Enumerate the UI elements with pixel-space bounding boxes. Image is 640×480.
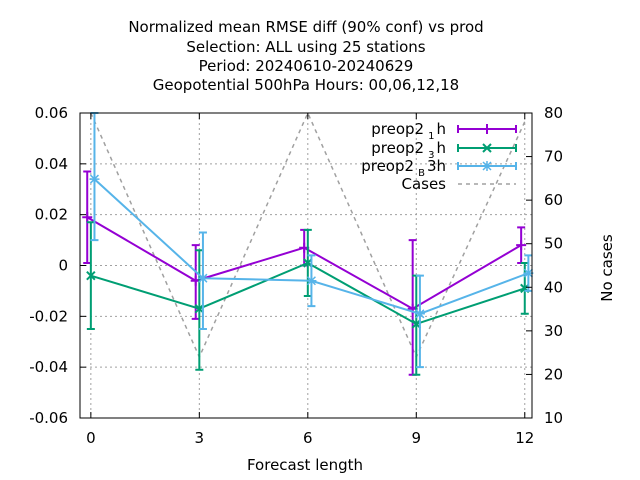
y2-tick-label: 10 (544, 409, 563, 427)
legend-label: Cases (401, 175, 446, 193)
x-tick-label: 9 (412, 429, 422, 447)
y-tick-label: -0.04 (29, 358, 68, 376)
legend-label-main: preop2 (371, 139, 424, 157)
data-point-marker (89, 174, 100, 185)
y2-tick-label: 70 (544, 148, 563, 166)
x-tick-label: 3 (195, 429, 205, 447)
data-point-marker (197, 273, 208, 284)
chart-title: Normalized mean RMSE diff (90% conf) vs … (128, 18, 483, 94)
legend-label: preop2 1 h (371, 120, 446, 142)
legend-label-main: preop2 (361, 157, 414, 175)
series-B3h (89, 112, 534, 369)
y2-tick-label: 40 (544, 278, 563, 296)
legend-label-main: Cases (401, 175, 446, 193)
title-line-1: Normalized mean RMSE diff (90% conf) vs … (128, 18, 483, 36)
y2-tick-label: 20 (544, 365, 563, 383)
legend-label-sub: 1 (428, 131, 434, 142)
y2-tick-label: 50 (544, 235, 563, 253)
data-point-marker (516, 240, 527, 251)
legend-label-main: preop2 (371, 120, 424, 138)
title-line-3: Period: 20240610-20240629 (199, 57, 414, 75)
series-3h (86, 221, 530, 376)
x-tick-label: 12 (515, 429, 534, 447)
y-tick-label: 0.06 (35, 104, 68, 122)
y2-tick-label: 30 (544, 322, 563, 340)
data-point-marker (86, 270, 96, 281)
legend-label-sub: 3 (428, 150, 434, 161)
y2-axis-label: No cases (598, 234, 616, 302)
axis-ticks: 0.060.040.020-0.02-0.04-0.06807060504030… (29, 104, 563, 447)
data-point-marker (482, 143, 492, 153)
x-axis-label: Forecast length (247, 456, 363, 474)
legend-label-sub: B (418, 168, 425, 179)
legend-label: preop2 B 3h (361, 157, 446, 179)
legend-label-tail: h (436, 139, 446, 157)
y2-tick-label: 80 (544, 104, 563, 122)
error-bar (415, 274, 424, 369)
data-point-marker (482, 124, 492, 134)
x-tick-label: 6 (303, 429, 313, 447)
grid (80, 113, 532, 418)
y-tick-label: -0.02 (29, 307, 68, 325)
data-series (82, 112, 534, 376)
data-point-marker (306, 275, 317, 286)
title-line-4: Geopotential 500hPa Hours: 00,06,12,18 (153, 76, 459, 94)
y-tick-label: 0.04 (35, 155, 68, 173)
y-tick-label: 0.02 (35, 206, 68, 224)
cases-series (90, 111, 526, 359)
y-tick-label: 0 (58, 257, 68, 275)
data-point-marker (414, 308, 425, 319)
data-point-marker (82, 212, 93, 223)
legend-label-tail: 3h (427, 157, 446, 175)
y2-tick-label: 60 (544, 191, 563, 209)
data-point-marker (523, 268, 534, 279)
y-tick-label: -0.06 (29, 409, 68, 427)
x-tick-label: 0 (86, 429, 96, 447)
title-line-2: Selection: ALL using 25 stations (186, 38, 425, 56)
series-1h (82, 170, 527, 376)
legend-label: preop2 3 h (371, 139, 446, 161)
legend-label-tail: h (436, 120, 446, 138)
data-point-marker (482, 161, 492, 171)
cases-line (90, 111, 526, 359)
